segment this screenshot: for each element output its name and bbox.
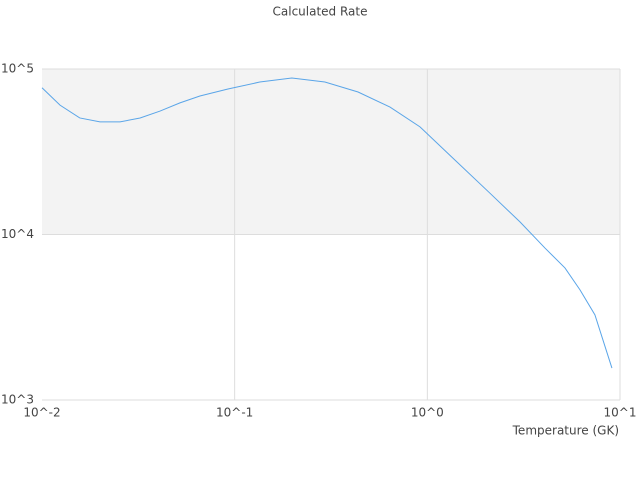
plot-band xyxy=(42,69,620,235)
x-tick-label: 10^1 xyxy=(604,406,637,420)
chart-title: Calculated Rate xyxy=(273,5,368,19)
y-tick-label: 10^3 xyxy=(1,393,34,407)
x-axis-label: Temperature (GK) xyxy=(512,424,619,438)
x-tick-label: 10^-2 xyxy=(23,406,60,420)
y-tick-label: 10^4 xyxy=(1,227,34,241)
x-tick-label: 10^-1 xyxy=(216,406,253,420)
y-tick-label: 10^5 xyxy=(1,62,34,76)
data-line xyxy=(41,77,613,369)
x-tick-label: 10^0 xyxy=(411,406,444,420)
